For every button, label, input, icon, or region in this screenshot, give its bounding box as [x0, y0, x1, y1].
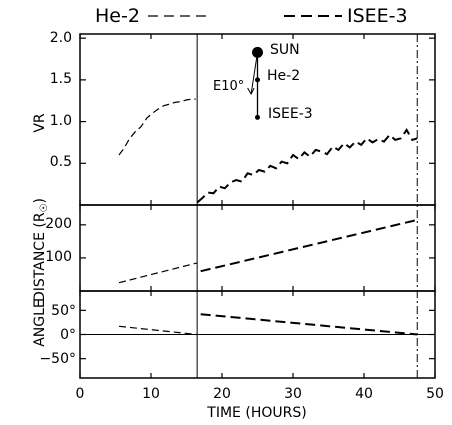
- chart-marks: [79, 34, 436, 378]
- y-tick-label-vr-2.0: 2.0: [50, 30, 72, 46]
- x-tick-label-30: 30: [284, 386, 302, 402]
- series-line-isee3-panel-2: [200, 313, 418, 336]
- y-axis-label-sun-symbol: ☉: [39, 203, 50, 212]
- y-tick-label-distance-200: 200: [45, 216, 72, 232]
- inset-label-sun: SUN: [270, 42, 300, 58]
- y-tick-label-angle-50: 50°: [51, 303, 76, 319]
- y-tick-label-vr-1.0: 1.0: [50, 113, 72, 129]
- legend-label-isee3: ISEE-3: [347, 5, 408, 27]
- legend: He-2 ISEE-3: [95, 5, 408, 27]
- x-tick-labels: 0 10 20 30 40 50: [76, 386, 444, 402]
- y-tick-label-distance-100: 100: [45, 249, 72, 265]
- y-axis-label-distance-end: ): [32, 198, 48, 203]
- x-tick-label-40: 40: [355, 386, 373, 402]
- series-line-he2-panel-2: [118, 325, 198, 336]
- series-line-he2-panel-1: [118, 262, 198, 284]
- inset-arrow-shaft: [250, 52, 258, 95]
- series-line-isee3-panel-0: [196, 128, 418, 204]
- inset-label-arrow: E10°: [213, 79, 244, 94]
- y-axis-label-angle: ANGLE: [32, 299, 48, 347]
- inset-isee3-marker: [255, 114, 260, 120]
- inset-label-isee3: ISEE-3: [268, 106, 313, 122]
- y-tick-label-angle-minus50: −50°: [39, 351, 76, 367]
- y-tick-label-vr-0.5: 0.5: [50, 154, 72, 170]
- y-axis-label-distance-text: DISTANCE (R: [32, 212, 48, 302]
- y-axis-label-distance: DISTANCE (R☉): [32, 198, 50, 302]
- panel-frame-distance: [79, 204, 436, 292]
- x-tick-label-0: 0: [76, 386, 85, 402]
- x-axis-label: TIME (HOURS): [206, 405, 306, 421]
- series-line-isee3-panel-1: [200, 218, 418, 273]
- legend-label-he2: He-2: [95, 5, 140, 27]
- inset-arrow-head: [247, 87, 255, 96]
- inset-he2-marker: [255, 77, 260, 83]
- x-tick-label-10: 10: [142, 386, 160, 402]
- inset-label-he2: He-2: [267, 68, 300, 84]
- y-tick-label-vr-1.5: 1.5: [50, 71, 72, 87]
- x-tick-label-20: 20: [213, 386, 231, 402]
- y-axis-label-vr: VR: [32, 113, 48, 133]
- y-tick-label-angle-0: 0°: [60, 327, 76, 343]
- series-line-he2-panel-0: [118, 98, 196, 156]
- x-tick-label-50: 50: [426, 386, 444, 402]
